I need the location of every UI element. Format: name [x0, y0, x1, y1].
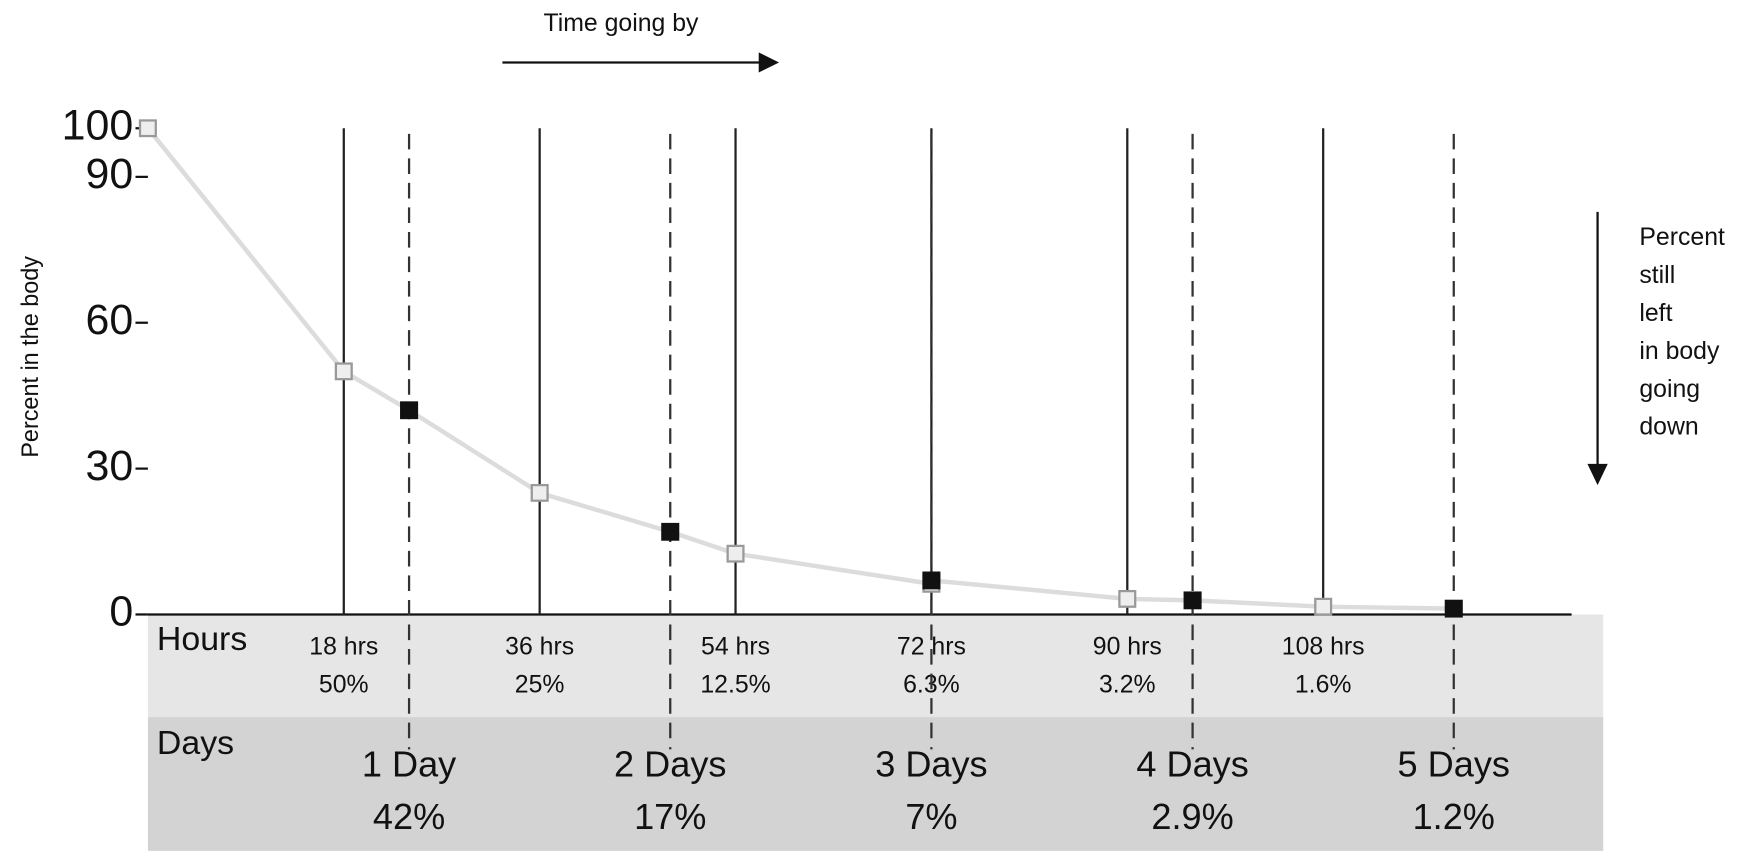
day-percent: 42%: [373, 797, 445, 837]
decay-curve: [146, 126, 1454, 611]
y-tick-label: 90: [86, 150, 134, 198]
day-percent: 2.9%: [1151, 797, 1233, 837]
day-label: 1 Day: [362, 745, 456, 785]
time-arrowhead: [758, 52, 780, 73]
side-annotation: left: [1639, 300, 1672, 327]
day-percent: 7%: [905, 797, 957, 837]
day-marker: [661, 522, 680, 541]
y-tick-label: 60: [86, 296, 134, 344]
time-annotation: Time going by: [543, 10, 699, 37]
y-axis-label: Percent in the body: [17, 256, 43, 458]
hour-percent: 3.2%: [1099, 671, 1156, 698]
side-annotation: still: [1639, 262, 1675, 289]
hour-label: 108 hrs: [1282, 634, 1365, 661]
y-tick-label: 30: [86, 442, 134, 490]
side-annotation: down: [1639, 414, 1698, 441]
days-row-label: Days: [157, 725, 234, 762]
side-annotation: Percent: [1639, 224, 1725, 251]
day-marker: [1444, 599, 1463, 618]
hour-label: 18 hrs: [309, 634, 378, 661]
hour-label: 36 hrs: [505, 634, 574, 661]
day-label: 4 Days: [1136, 745, 1248, 785]
hour-marker: [138, 119, 157, 138]
hour-marker: [1118, 589, 1137, 608]
hour-percent: 25%: [515, 671, 565, 698]
day-label: 3 Days: [875, 745, 987, 785]
hours-row-label: Hours: [157, 621, 247, 658]
y-tick-label: 100: [62, 102, 134, 150]
hour-marker: [1314, 597, 1333, 616]
days-band: [147, 717, 1604, 851]
day-label: 5 Days: [1398, 745, 1510, 785]
day-percent: 17%: [634, 797, 706, 837]
hour-marker: [334, 362, 353, 381]
hour-percent: 12.5%: [700, 671, 770, 698]
hour-label: 54 hrs: [701, 634, 770, 661]
side-annotation: going: [1639, 376, 1700, 403]
hour-marker: [530, 483, 549, 502]
day-label: 2 Days: [614, 745, 726, 785]
day-marker: [400, 401, 419, 420]
hour-marker: [726, 544, 745, 563]
day-marker: [922, 571, 941, 590]
day-percent: 1.2%: [1413, 797, 1495, 837]
down-arrowhead: [1587, 463, 1608, 486]
day-marker: [1183, 591, 1202, 610]
hour-percent: 50%: [319, 671, 369, 698]
hour-percent: 1.6%: [1295, 671, 1352, 698]
y-tick-label: 0: [109, 588, 133, 636]
hours-band: [147, 614, 1604, 718]
side-annotation: in body: [1639, 338, 1720, 365]
hour-label: 90 hrs: [1093, 634, 1162, 661]
